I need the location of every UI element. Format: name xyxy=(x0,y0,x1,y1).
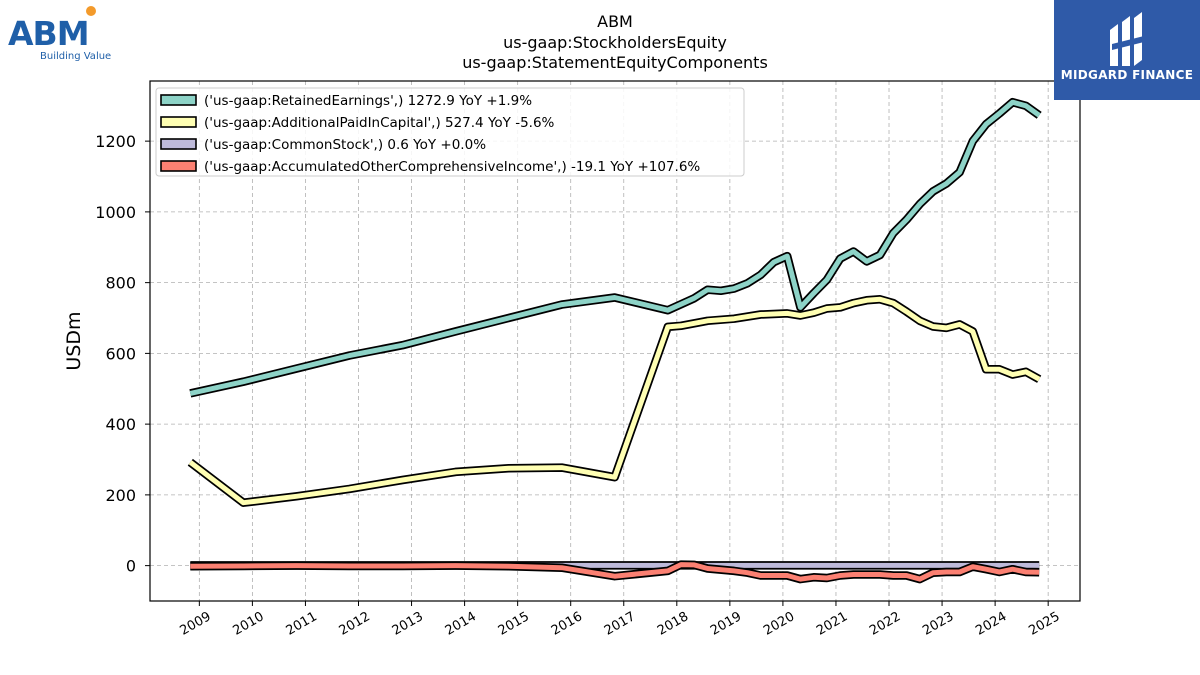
x-tick-label: 2021 xyxy=(814,609,850,639)
abm-logo-dot-icon xyxy=(86,6,96,16)
series-layer xyxy=(187,97,1042,584)
x-tick-label: 2017 xyxy=(602,609,638,639)
plot-frame xyxy=(149,80,1081,602)
x-tick-label: 2024 xyxy=(973,609,1009,639)
chart-title-line1: ABM xyxy=(597,12,633,31)
legend: ('us-gaap:RetainedEarnings',) 1272.9 YoY… xyxy=(155,87,745,177)
y-tick-label: 1200 xyxy=(95,132,136,151)
x-tick-label: 2022 xyxy=(867,609,903,639)
midgard-finance-name: MIDGARD FINANCE xyxy=(1060,68,1194,82)
x-tick-label: 2015 xyxy=(496,609,532,639)
legend-label: ('us-gaap:RetainedEarnings',) 1272.9 YoY… xyxy=(204,93,532,109)
x-tick-label: 2019 xyxy=(708,609,744,639)
legend-label: ('us-gaap:AdditionalPaidInCapital',) 527… xyxy=(204,115,555,131)
x-tick-label: 2025 xyxy=(1026,609,1062,639)
midgard-finance-logo: MIDGARD FINANCE xyxy=(1054,0,1200,100)
x-tick-label: 2016 xyxy=(549,609,585,639)
chart-title-line3: us-gaap:StatementEquityComponents xyxy=(462,53,768,72)
x-tick-label: 2013 xyxy=(390,609,426,639)
legend-swatch xyxy=(160,94,197,106)
abm-logo-wordmark: ABM xyxy=(8,14,90,53)
y-tick-label: 400 xyxy=(105,415,136,434)
y-tick-label: 200 xyxy=(105,486,136,505)
series-line-0 xyxy=(189,99,1041,396)
y-axis-label: USDm xyxy=(63,311,85,370)
x-tick-label: 2010 xyxy=(231,609,267,639)
x-tick-label: 2018 xyxy=(655,609,691,639)
midgard-finance-mark-icon xyxy=(1110,12,1144,66)
x-tick-label: 2020 xyxy=(761,609,797,639)
y-tick-label: 1000 xyxy=(95,203,136,222)
legend-label: ('us-gaap:AccumulatedOtherComprehensiveI… xyxy=(204,159,700,175)
y-tick-label: 600 xyxy=(105,344,136,363)
abm-logo-tagline: Building Value xyxy=(40,51,112,62)
x-tick-label: 2023 xyxy=(920,609,956,639)
series-line-1 xyxy=(188,296,1041,506)
legend-swatch xyxy=(160,138,197,150)
legend-box xyxy=(155,87,745,177)
legend-label: ('us-gaap:CommonStock',) 0.6 YoY +0.0% xyxy=(204,137,486,153)
series-line-3 xyxy=(190,562,1040,582)
chart-title-line2: us-gaap:StockholdersEquity xyxy=(503,33,727,52)
abm-logo: ABM Building Value xyxy=(6,6,116,66)
x-tick-label: 2011 xyxy=(284,609,320,639)
legend-swatch xyxy=(160,116,197,128)
legend-swatch xyxy=(160,160,197,172)
y-tick-label: 0 xyxy=(126,557,136,576)
y-tick-label: 800 xyxy=(105,274,136,293)
x-tick-label: 2014 xyxy=(443,609,479,639)
x-tick-label: 2012 xyxy=(337,609,373,639)
x-tick-label: 2009 xyxy=(178,609,214,639)
